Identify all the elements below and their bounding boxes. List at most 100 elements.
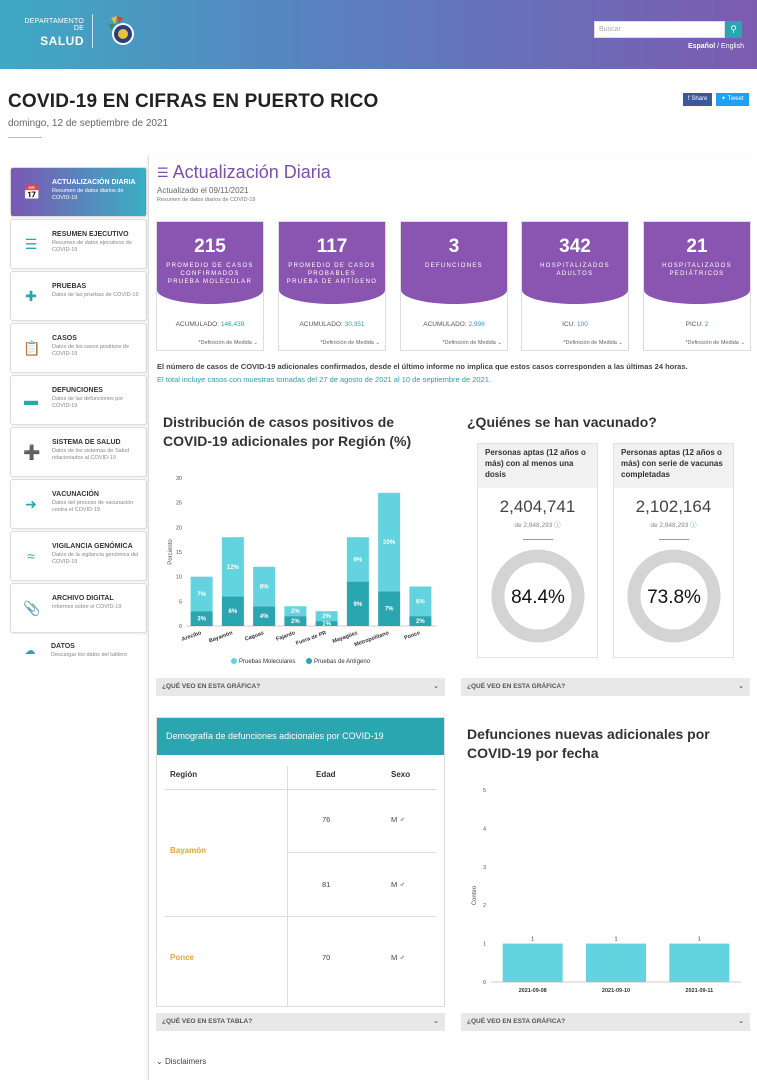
- stat-value: 117: [316, 236, 348, 257]
- demography-accordion[interactable]: ¿QUÉ VEO EN ESTA TABLA? ⌄: [156, 1013, 445, 1031]
- deaths-chart-accordion[interactable]: ¿QUÉ VEO EN ESTA GRÁFICA? ⌄: [461, 1013, 750, 1031]
- sidebar-item-sistema-salud[interactable]: ➕ SISTEMA DE SALUD Datos de los sistemas…: [10, 427, 147, 477]
- stat-value: 215: [194, 236, 226, 257]
- donut-percent-label: 73.8%: [647, 587, 701, 608]
- bar-segment: [378, 591, 401, 626]
- accordion-label: ¿QUÉ VEO EN ESTA GRÁFICA?: [467, 1018, 566, 1025]
- definition-toggle[interactable]: *Definición de Medida ⌄: [563, 340, 623, 346]
- sex-cell: M ♂: [391, 953, 405, 962]
- definition-toggle[interactable]: *Definición de Medida ⌄: [685, 340, 745, 346]
- lang-es-link[interactable]: Español: [687, 43, 716, 50]
- bar-segment: [221, 596, 244, 626]
- sidebar-item-title: VACUNACIÓN: [52, 491, 99, 498]
- bar-data-label: 7%: [385, 607, 394, 613]
- search-input[interactable]: Buscar: [594, 21, 725, 38]
- sidebar-item-datos[interactable]: ☁ DATOS Descargar los datos del tablero: [10, 635, 147, 665]
- bar: [669, 943, 730, 982]
- lang-separator: /: [715, 43, 722, 50]
- y-tick-label: 3: [483, 865, 486, 871]
- vaccine-accordion[interactable]: ¿QUÉ VEO EN ESTA GRÁFICA? ⌄: [461, 678, 750, 696]
- column-divider: [287, 766, 288, 1006]
- donut-percent-label: 84.4%: [511, 587, 565, 608]
- bar-data-label: 1%: [322, 622, 331, 628]
- bar-data-label: 1: [614, 937, 617, 943]
- sidebar-item-subtitle: Datos de la vigilancia genómica del COVI…: [52, 552, 139, 565]
- vaccine-donut-complete: 73.8%: [627, 549, 720, 743]
- vaccine-card-head: Personas aptas (12 años o más) con serie…: [614, 444, 733, 488]
- stat-card-deaths: 3 DEFUNCIONES ACUMULADO: 2,998 *Definici…: [400, 221, 508, 351]
- tweet-label: Tweet: [727, 96, 744, 102]
- vaccine-number: 2,404,741: [499, 497, 576, 516]
- y-tick-label: 10: [176, 575, 182, 581]
- bar-segment: [409, 616, 432, 626]
- bar-data-label: 4%: [260, 614, 269, 620]
- sex-cell: M ♂: [391, 880, 405, 889]
- y-tick-label: 2: [483, 903, 486, 909]
- bar-data-label: 9%: [354, 602, 363, 608]
- y-tick-label: 4: [483, 826, 486, 832]
- region-chart-heading: Distribución de casos positivos de COVID…: [163, 414, 412, 449]
- sidebar-item-subtitle: Datos de las defunciones por COVID-19: [52, 396, 124, 409]
- header-divider: [165, 789, 437, 790]
- disclaimers-toggle[interactable]: ⌄ Disclaimers: [156, 1057, 206, 1066]
- demography-table: Demografía de defunciones adicionales po…: [156, 717, 445, 1007]
- sidebar-item-resumen[interactable]: ☰ RESUMEN EJECUTIVO Resumen de datos eje…: [10, 219, 147, 269]
- sidebar-item-casos[interactable]: 📋 CASOS Datos de los casos positivos de …: [10, 323, 147, 373]
- lang-en-link[interactable]: English: [721, 43, 744, 50]
- sidebar-item-pruebas[interactable]: ✚ PRUEBAS Datos de las pruebas de COVID-…: [10, 271, 147, 321]
- bar-segment: [253, 566, 276, 607]
- sidebar-item-title: ARCHIVO DIGITAL: [52, 595, 114, 602]
- paperclip-icon: 📎: [23, 600, 41, 616]
- stat-card-probable: 117 PROMEDIO DE CASOS PROBABLES PRUEBA D…: [278, 221, 386, 351]
- legend-label: Pruebas Moleculares: [239, 659, 295, 665]
- sidebar-item-archivo[interactable]: 📎 ARCHIVO DIGITAL Informes sobre el COVI…: [10, 583, 147, 633]
- acc-value: 100: [576, 321, 588, 328]
- x-tick-label: Bayamón: [208, 630, 234, 644]
- info-icon[interactable]: ⓘ: [690, 522, 697, 529]
- dept-logo[interactable]: DEPARTAMENTO DE SALUD: [14, 18, 84, 48]
- deaths-chart-heading: Defunciones nuevas adicionales por COVID…: [467, 726, 710, 761]
- chevron-down-icon: ⌄: [433, 1018, 439, 1025]
- vaccine-of-text: de 2,848,293: [514, 522, 553, 529]
- age-cell: 81: [322, 880, 331, 889]
- bar-segment: [190, 611, 213, 626]
- demography-title: Demografía de defunciones adicionales po…: [157, 718, 444, 755]
- definition-toggle[interactable]: *Definición de Medida ⌄: [442, 340, 502, 346]
- sidebar-item-defunciones[interactable]: ▬ DEFUNCIONES Datos de las defunciones p…: [10, 375, 147, 425]
- acc-value: 2,998: [468, 321, 485, 328]
- sidebar-item-subtitle: Informes sobre el COVID-19: [52, 604, 122, 610]
- bar-data-label: 6%: [416, 599, 425, 605]
- definition-toggle[interactable]: *Definición de Medida ⌄: [320, 340, 380, 346]
- sidebar-item-vigilancia[interactable]: ≈ VIGILANCIA GENÓMICA Datos de la vigila…: [10, 531, 147, 581]
- acc-value: 30,351: [344, 321, 365, 328]
- x-tick-label: Fuera de PR: [295, 630, 327, 647]
- search-button[interactable]: ⚲: [725, 21, 742, 38]
- daily-summary: Resumen de datos diarios de COVID-19: [157, 197, 256, 203]
- page-date: domingo, 12 de septiembre de 2021: [8, 118, 169, 129]
- region-chart-accordion[interactable]: ¿QUÉ VEO EN ESTA GRÁFICA? ⌄: [156, 678, 445, 696]
- x-tick-label: 2021-09-10: [602, 988, 630, 994]
- bar-data-label: 20%: [383, 540, 396, 546]
- vaccine-of-total: de 2,848,293 ⓘ: [478, 519, 597, 529]
- bar-segment: [409, 586, 432, 617]
- bar-segment: [346, 581, 369, 626]
- clipboard-icon: 📋: [23, 340, 41, 356]
- sidebar-item-title: DEFUNCIONES: [52, 387, 103, 394]
- tweet-button[interactable]: ✦ Tweet: [716, 93, 749, 106]
- x-tick-label: 2021-09-08: [519, 988, 547, 994]
- definition-toggle[interactable]: *Definición de Medida ⌄: [198, 340, 258, 346]
- sidebar-item-vacunacion[interactable]: ➜ VACUNACIÓN Datos del proceso de vacuna…: [10, 479, 147, 529]
- bar-segment: [284, 616, 307, 626]
- sidebar-item-actualizacion[interactable]: 📅 ACTUALIZACIÓN DIARIA Resumen de datos …: [10, 167, 147, 217]
- bar-data-label: 2%: [291, 619, 300, 625]
- acc-label: ICU:: [562, 321, 577, 328]
- info-icon[interactable]: ⓘ: [554, 522, 561, 529]
- stat-card-confirmed: 215 PROMEDIO DE CASOS CONFIRMADOS PRUEBA…: [156, 221, 264, 351]
- y-tick-label: 30: [176, 476, 182, 482]
- sidebar-item-title: PRUEBAS: [52, 283, 87, 290]
- stat-value: 21: [686, 236, 708, 257]
- deaths-chart: 0 1 2 3 4 5 Conteo 1 2021-09-08 1 2021-09-10 1 2021-…: [472, 788, 741, 994]
- acc-value: 146,439: [220, 321, 245, 328]
- chevron-down-icon: ⌄: [433, 683, 439, 690]
- facebook-share-button[interactable]: f Share: [683, 93, 713, 106]
